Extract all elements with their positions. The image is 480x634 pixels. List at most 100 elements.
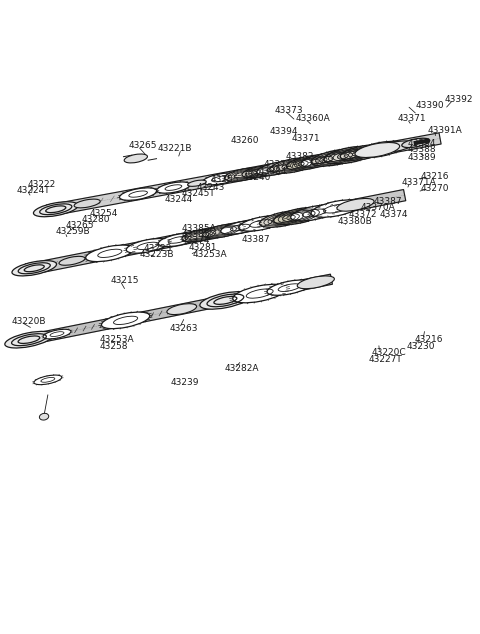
Polygon shape	[25, 190, 406, 275]
Text: 43382: 43382	[286, 152, 314, 161]
Text: 43254: 43254	[89, 209, 118, 217]
Text: 43215: 43215	[110, 276, 139, 285]
Text: 43373: 43373	[275, 106, 303, 115]
Text: 43230: 43230	[407, 342, 435, 351]
Text: 43386: 43386	[181, 230, 210, 239]
Ellipse shape	[101, 312, 150, 328]
Ellipse shape	[188, 180, 206, 186]
Text: 43223B: 43223B	[140, 250, 174, 259]
Ellipse shape	[340, 145, 387, 160]
Ellipse shape	[39, 413, 49, 420]
Ellipse shape	[156, 182, 190, 193]
Ellipse shape	[59, 256, 85, 265]
Ellipse shape	[126, 238, 169, 253]
Text: 43380B: 43380B	[338, 217, 373, 226]
Ellipse shape	[34, 375, 62, 385]
Text: 43244: 43244	[164, 195, 192, 204]
Text: 43265: 43265	[128, 141, 157, 150]
Text: 43392: 43392	[445, 95, 473, 104]
Text: 43370A: 43370A	[360, 203, 396, 212]
Ellipse shape	[242, 165, 277, 178]
Ellipse shape	[311, 200, 362, 217]
Ellipse shape	[120, 188, 157, 200]
Ellipse shape	[287, 155, 331, 170]
Ellipse shape	[203, 173, 238, 185]
Polygon shape	[19, 274, 332, 347]
Text: 43240: 43240	[242, 172, 271, 182]
Ellipse shape	[311, 149, 361, 166]
Text: 43265: 43265	[66, 221, 95, 230]
Ellipse shape	[381, 141, 413, 152]
Text: 43390: 43390	[416, 101, 444, 110]
Text: 43388: 43388	[408, 145, 436, 154]
Ellipse shape	[182, 229, 219, 242]
Ellipse shape	[86, 245, 134, 262]
Text: 43384: 43384	[259, 167, 287, 176]
Ellipse shape	[324, 146, 376, 164]
Text: 43387: 43387	[374, 197, 403, 206]
Text: 43387: 43387	[241, 235, 270, 243]
Text: 43239: 43239	[171, 378, 199, 387]
Text: 43216: 43216	[420, 172, 449, 181]
Text: 43258: 43258	[100, 342, 129, 351]
Ellipse shape	[233, 284, 287, 303]
Ellipse shape	[402, 138, 430, 148]
Ellipse shape	[301, 153, 344, 167]
Text: 43394: 43394	[408, 139, 436, 148]
Ellipse shape	[225, 168, 264, 181]
Ellipse shape	[43, 329, 71, 339]
Text: 43371A: 43371A	[401, 178, 436, 187]
Text: 43253A: 43253A	[192, 250, 227, 259]
Text: 43371: 43371	[292, 134, 320, 143]
Ellipse shape	[239, 216, 283, 231]
Text: 43280: 43280	[82, 215, 110, 224]
Text: 43259B: 43259B	[56, 228, 90, 236]
Ellipse shape	[291, 205, 337, 221]
Ellipse shape	[221, 221, 260, 234]
Text: 43223: 43223	[144, 244, 172, 253]
Ellipse shape	[12, 261, 57, 276]
Text: 43220C: 43220C	[371, 349, 406, 358]
Text: 43270: 43270	[420, 184, 449, 193]
Text: 43394: 43394	[270, 127, 299, 136]
Ellipse shape	[355, 143, 400, 157]
Ellipse shape	[270, 158, 316, 173]
Ellipse shape	[34, 202, 78, 217]
Ellipse shape	[267, 280, 312, 295]
Ellipse shape	[5, 332, 53, 348]
Text: 43391A: 43391A	[428, 126, 463, 135]
Ellipse shape	[297, 276, 335, 288]
Text: 43371: 43371	[397, 114, 426, 123]
Ellipse shape	[337, 198, 374, 211]
Ellipse shape	[200, 292, 251, 309]
Text: 43281: 43281	[189, 243, 217, 252]
Ellipse shape	[274, 207, 324, 224]
Polygon shape	[47, 133, 441, 216]
Text: 43374: 43374	[181, 236, 210, 245]
Ellipse shape	[158, 233, 197, 247]
Text: 43255: 43255	[210, 176, 239, 184]
Text: 43282A: 43282A	[225, 365, 259, 373]
Text: 43360A: 43360A	[296, 114, 330, 123]
Text: 43243: 43243	[196, 183, 225, 191]
Ellipse shape	[356, 141, 405, 157]
Text: 43372: 43372	[348, 209, 377, 219]
Text: 43371A: 43371A	[264, 160, 298, 169]
Ellipse shape	[260, 210, 308, 227]
Text: 43221B: 43221B	[157, 145, 192, 153]
Text: 43224T: 43224T	[17, 186, 50, 195]
Ellipse shape	[124, 154, 147, 163]
Text: 43222: 43222	[27, 180, 55, 189]
Ellipse shape	[74, 199, 100, 208]
Text: 43220B: 43220B	[11, 317, 46, 327]
Text: 43260: 43260	[230, 136, 259, 145]
Text: 43253A: 43253A	[100, 335, 134, 344]
Text: 43385A: 43385A	[181, 224, 216, 233]
Text: 43374: 43374	[380, 210, 408, 219]
Text: 43216: 43216	[415, 335, 443, 344]
Ellipse shape	[257, 162, 298, 175]
Text: 43263: 43263	[170, 324, 198, 333]
Text: 43245T: 43245T	[181, 189, 215, 198]
Text: 43389: 43389	[408, 153, 436, 162]
Ellipse shape	[167, 304, 197, 314]
